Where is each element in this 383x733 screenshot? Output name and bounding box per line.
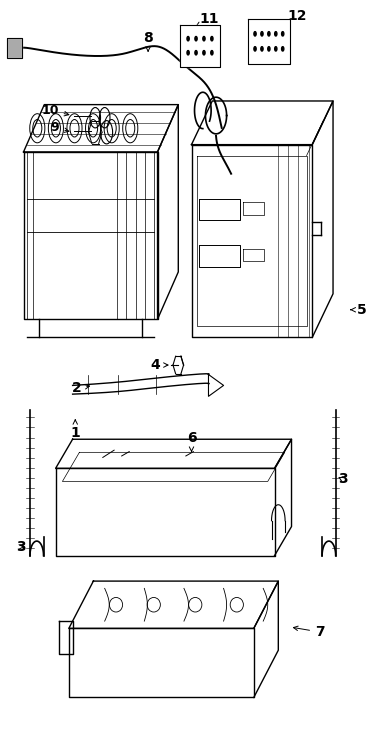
Circle shape [275,32,277,36]
Text: 3: 3 [16,540,26,554]
Circle shape [254,32,256,36]
Text: 1: 1 [70,420,80,441]
Polygon shape [180,25,220,67]
Polygon shape [199,199,240,221]
Text: 8: 8 [143,31,153,51]
Text: 2: 2 [72,381,90,395]
Circle shape [261,32,263,36]
Circle shape [203,37,205,41]
Text: 4: 4 [151,358,168,372]
Circle shape [187,37,189,41]
Circle shape [203,51,205,55]
Text: 6: 6 [187,431,196,452]
Polygon shape [254,581,278,698]
Polygon shape [244,248,264,261]
Circle shape [282,47,284,51]
Polygon shape [69,628,254,698]
Text: 9: 9 [51,122,69,134]
Text: 7: 7 [293,625,325,639]
Polygon shape [7,37,22,58]
Polygon shape [69,581,278,628]
Circle shape [268,32,270,36]
Circle shape [211,37,213,41]
Polygon shape [59,621,73,654]
Polygon shape [199,245,240,267]
Text: 3: 3 [338,472,347,486]
Circle shape [195,37,197,41]
Circle shape [187,51,189,55]
Circle shape [268,47,270,51]
Text: 5: 5 [351,303,366,317]
Text: 10: 10 [41,104,69,117]
Circle shape [261,47,263,51]
Polygon shape [275,439,291,556]
Circle shape [211,51,213,55]
Text: 12: 12 [278,9,307,23]
Polygon shape [56,439,291,468]
Polygon shape [244,202,264,215]
Polygon shape [56,468,275,556]
Circle shape [254,47,256,51]
Circle shape [195,51,197,55]
Circle shape [275,47,277,51]
Circle shape [282,32,284,36]
Text: 11: 11 [196,12,219,26]
Polygon shape [248,19,290,64]
